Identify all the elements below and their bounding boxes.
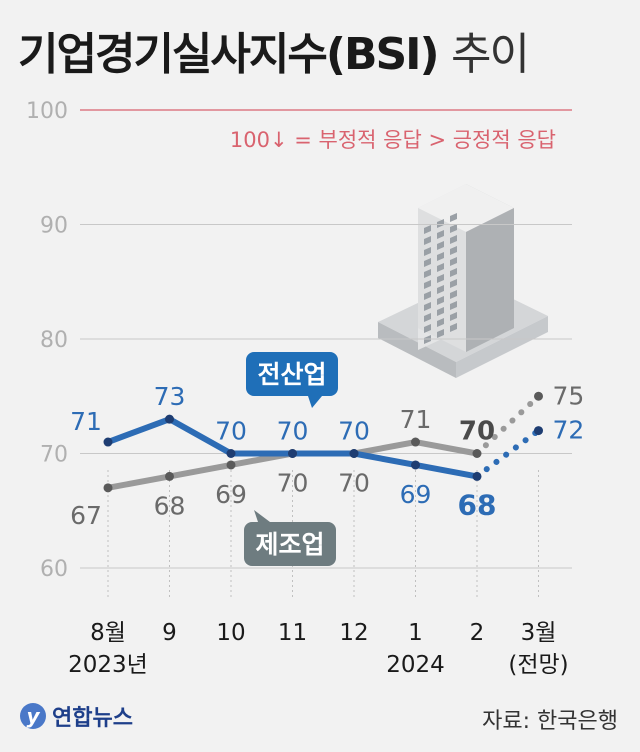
- x-tick-label: 9: [162, 620, 177, 646]
- all-industry-data-point: [411, 460, 420, 470]
- all-industry-data-label: 69: [400, 480, 432, 509]
- all-industry-data-label: 70: [277, 417, 309, 446]
- all-industry-data-point: [472, 471, 482, 481]
- all-industry-data-point: [165, 414, 174, 424]
- x-tick-label: 2: [470, 620, 485, 646]
- x-tick-sublabel: 2024: [386, 652, 445, 678]
- all-industry-forecast-line: [474, 427, 542, 480]
- manufacturing-data-point: [165, 471, 174, 481]
- manufacturing-data-label: 67: [70, 501, 102, 530]
- manufacturing-data-point: [103, 483, 113, 493]
- manufacturing-series-tag: 제조업: [244, 510, 336, 566]
- manufacturing-data-label: 70: [277, 469, 309, 498]
- all-industry-data-label: 73: [154, 382, 186, 411]
- title-suffix: 추이: [450, 29, 530, 80]
- manufacturing-data-label: 75: [553, 381, 585, 410]
- x-tick-label: 3월: [521, 620, 557, 646]
- building-icon: [378, 184, 548, 378]
- manufacturing-data-label: 70: [459, 417, 495, 447]
- all-industry-data-label: 70: [215, 417, 247, 446]
- y-tick-label: 70: [40, 443, 68, 468]
- manufacturing-data-label: 71: [400, 405, 432, 434]
- x-tick-label: 12: [339, 620, 368, 646]
- all-industry-data-point: [349, 449, 359, 458]
- title-main: 기업경기실사지수(BSI): [18, 29, 440, 80]
- all-industry-series-tag: 전산업: [246, 352, 338, 408]
- all-industry-data-point: [226, 449, 236, 458]
- x-tick-label: 11: [278, 620, 307, 646]
- x-tick-label: 1: [408, 620, 423, 646]
- manufacturing-data-point: [411, 437, 420, 447]
- reference-note: 100↓ = 부정적 응답 > 긍정적 응답: [230, 128, 556, 152]
- all-industry-data-label: 70: [338, 417, 370, 446]
- y-tick-label: 90: [40, 214, 68, 239]
- all-industry-data-label: 71: [70, 407, 102, 436]
- all-industry-data-point: [288, 449, 297, 458]
- all-industry-data-label: 68: [458, 488, 497, 521]
- yonhap-logo-icon: y: [20, 703, 46, 729]
- manufacturing-data-label: 69: [215, 480, 247, 509]
- x-tick-sublabel: (전망): [508, 652, 568, 678]
- all-industry-data-point: [534, 426, 543, 436]
- manufacturing-data-label: 68: [154, 491, 186, 520]
- all-industry-data-point: [103, 437, 113, 447]
- x-tick-sublabel: 2023년: [68, 652, 148, 678]
- manufacturing-data-label: 70: [338, 469, 370, 498]
- yonhap-logo: y 연합뉴스: [20, 700, 133, 732]
- page-title: 기업경기실사지수(BSI) 추이: [18, 18, 530, 82]
- y-tick-label: 100: [26, 99, 68, 124]
- manufacturing-data-point: [226, 460, 236, 470]
- y-tick-label: 80: [40, 328, 68, 353]
- all-industry-series-name: 전산업: [257, 360, 326, 389]
- source-note: 자료: 한국은행: [482, 709, 618, 734]
- x-tick-label: 10: [216, 620, 245, 646]
- y-tick-label: 60: [40, 557, 68, 582]
- manufacturing-series-name: 제조업: [255, 530, 324, 559]
- logo-text: 연합뉴스: [52, 706, 133, 731]
- manufacturing-data-point: [472, 449, 482, 458]
- x-tick-label: 8월: [90, 620, 126, 646]
- all-industry-data-label: 72: [553, 416, 585, 445]
- manufacturing-data-point: [534, 391, 543, 401]
- manufacturing-forecast-line: [474, 393, 542, 457]
